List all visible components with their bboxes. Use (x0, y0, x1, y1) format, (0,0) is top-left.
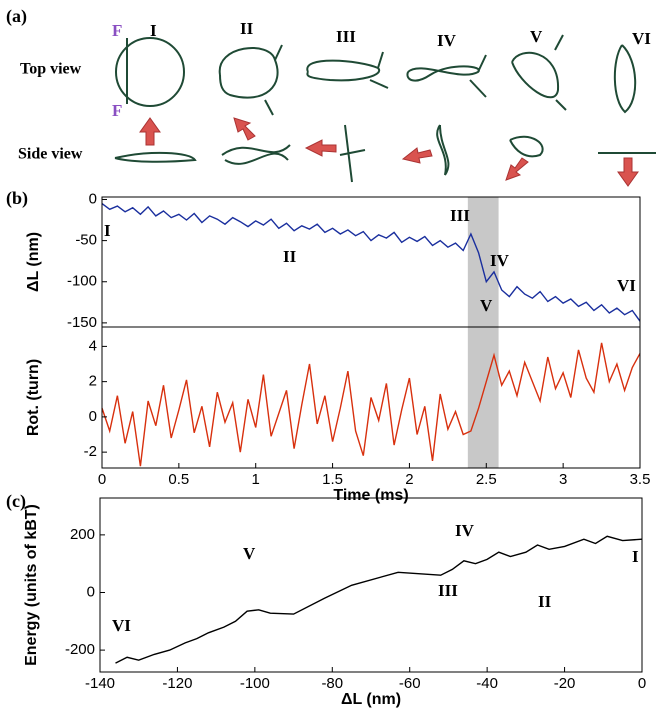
force-label: F (112, 21, 122, 40)
panel-label: (a) (6, 6, 27, 27)
y-tick-label: 4 (89, 337, 97, 354)
y-axis-label: ΔL (nm) (25, 232, 42, 292)
stage-label: I (150, 21, 157, 40)
y-tick-label: -2 (84, 443, 97, 460)
x-tick-label: -120 (162, 675, 192, 692)
x-axis-label: Time (ms) (333, 487, 408, 504)
stage-label: VI (632, 29, 651, 48)
y-tick-label: -200 (65, 641, 95, 658)
x-axis-label: ΔL (nm) (341, 691, 401, 708)
force-label: F (112, 101, 122, 120)
y-tick-label: 2 (89, 373, 97, 390)
annotation: II (538, 592, 552, 611)
x-tick-label: 1 (252, 471, 260, 488)
annotation: IV (455, 521, 475, 540)
x-tick-label: 0.5 (168, 471, 189, 488)
y-axis-label: Energy (units of kBT) (23, 504, 40, 666)
data-line (101, 203, 641, 322)
data-line (115, 535, 643, 664)
stage-label: II (240, 19, 254, 38)
annotation: IV (490, 251, 510, 270)
row-label: Top view (20, 61, 82, 78)
x-tick-label: -140 (85, 675, 115, 692)
stage-label: V (530, 27, 543, 46)
stage-label: III (336, 27, 356, 46)
x-tick-label: 0 (98, 471, 106, 488)
y-tick-label: 0 (87, 583, 95, 600)
illustrations (114, 34, 656, 183)
y-tick-label: -100 (67, 273, 97, 290)
annotation: II (283, 247, 297, 266)
x-tick-label: 2.5 (476, 471, 497, 488)
annotation: III (438, 581, 458, 600)
plot-frame (101, 326, 641, 469)
x-tick-label: -80 (321, 675, 343, 692)
y-axis-label: Rot. (turn) (25, 359, 42, 436)
annotation: V (480, 296, 493, 315)
x-tick-label: 3 (559, 471, 567, 488)
annotation: VI (112, 616, 131, 635)
annotation: III (450, 206, 470, 225)
arrows (139, 117, 639, 187)
y-tick-label: -50 (75, 232, 97, 249)
x-tick-label: 0 (638, 675, 646, 692)
stage-label: IV (437, 31, 457, 50)
x-tick-label: -60 (399, 675, 421, 692)
x-tick-label: 1.5 (322, 471, 343, 488)
data-line (101, 342, 641, 467)
y-tick-label: 200 (70, 526, 95, 543)
y-tick-label: 0 (89, 190, 97, 207)
annotation: I (104, 221, 111, 240)
x-tick-label: -100 (240, 675, 270, 692)
x-tick-label: -40 (476, 675, 498, 692)
panel-label: (c) (6, 491, 26, 512)
y-tick-label: 0 (89, 408, 97, 425)
x-tick-label: -20 (554, 675, 576, 692)
panel-label: (b) (6, 188, 28, 209)
row-label: Side view (18, 146, 83, 163)
annotation: VI (617, 276, 636, 295)
plot-frame (99, 497, 643, 673)
annotation: I (632, 547, 639, 566)
x-tick-label: 3.5 (630, 471, 651, 488)
y-tick-label: -150 (67, 314, 97, 331)
x-tick-label: 2 (405, 471, 413, 488)
annotation: V (243, 544, 256, 563)
